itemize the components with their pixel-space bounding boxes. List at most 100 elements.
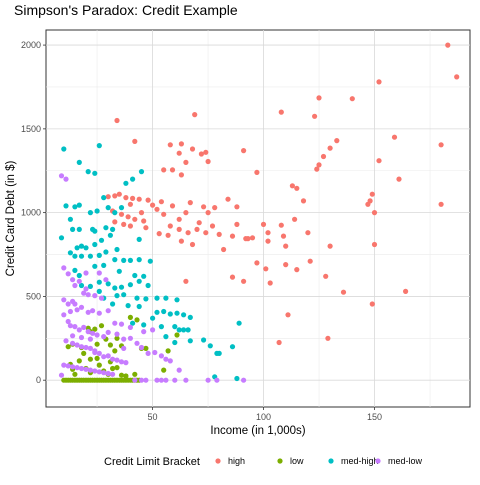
data-point-med-low [98, 295, 105, 301]
data-point-med-high [72, 267, 78, 273]
data-point-high [183, 278, 189, 284]
plot-panel [45, 29, 471, 408]
data-point-med-high [143, 296, 149, 302]
y-tick-label: 0 [36, 375, 41, 385]
data-point-med-high [236, 320, 242, 326]
data-point-high [391, 134, 398, 140]
data-point-low [161, 367, 167, 373]
data-point-med-low [72, 324, 78, 330]
data-point-med-high [112, 285, 118, 291]
data-point-low [114, 335, 120, 341]
data-point-med-low [150, 327, 156, 333]
data-point-med-high [78, 253, 85, 259]
data-point-med-low [61, 265, 67, 271]
data-point-med-low [76, 327, 82, 333]
data-point-med-low [96, 310, 102, 316]
data-point-med-low [67, 308, 73, 315]
data-point-med-low [65, 363, 71, 369]
data-point-med-high [107, 232, 113, 238]
data-point-high [118, 211, 125, 217]
legend-key-med-low [375, 458, 381, 464]
data-point-med-high [101, 195, 107, 201]
data-point-med-high [118, 284, 125, 290]
data-point-low [118, 372, 125, 378]
data-point-high [323, 273, 329, 279]
legend-label-med-high: med-high [341, 456, 379, 466]
data-point-med-low [205, 377, 211, 383]
data-point-low [65, 344, 71, 350]
data-point-high [289, 183, 295, 189]
data-point-high [196, 220, 202, 226]
data-point-high [178, 141, 184, 147]
data-point-med-low [85, 329, 91, 335]
data-point-high [127, 201, 133, 207]
data-point-high [167, 142, 173, 148]
y-tick-label: 500 [26, 291, 41, 301]
data-point-high [205, 158, 211, 165]
data-point-med-high [167, 311, 173, 317]
data-point-high [141, 218, 147, 224]
data-point-low [96, 362, 102, 368]
data-point-med-high [112, 210, 118, 216]
data-point-med-low [112, 320, 118, 326]
data-point-med-low [158, 377, 164, 383]
data-point-med-high [158, 324, 164, 330]
data-point-med-high [116, 268, 122, 274]
data-point-med-high [141, 322, 147, 328]
data-point-med-low [81, 290, 87, 296]
data-point-high [445, 42, 451, 48]
data-point-med-high [76, 159, 82, 165]
data-point-med-high [187, 314, 193, 320]
data-point-low [72, 371, 78, 377]
legend-label-high: high [228, 456, 245, 466]
data-point-med-high [87, 283, 93, 289]
data-point-med-high [136, 236, 142, 242]
data-point-med-low [110, 356, 116, 362]
data-point-med-low [61, 312, 67, 318]
data-point-high [234, 221, 240, 227]
data-point-med-high [92, 241, 98, 248]
data-point-med-high [74, 245, 80, 251]
data-point-high [283, 243, 289, 249]
data-point-med-low [61, 297, 67, 303]
data-point-med-low [76, 278, 82, 284]
data-point-med-low [63, 338, 69, 344]
data-point-high [327, 243, 333, 249]
data-point-med-low [65, 301, 71, 307]
data-point-med-low [121, 336, 127, 342]
data-point-med-low [101, 354, 107, 360]
data-point-med-low [183, 377, 189, 383]
data-point-med-high [76, 272, 82, 279]
data-point-med-low [132, 377, 138, 383]
x-tick-label: 150 [367, 412, 382, 422]
data-point-high [283, 262, 289, 268]
data-point-med-high [161, 308, 167, 315]
data-point-med-low [127, 324, 133, 330]
data-point-med-high [154, 295, 160, 301]
data-point-high [183, 210, 189, 216]
data-point-med-low [58, 372, 65, 378]
data-point-high [316, 162, 322, 168]
data-point-high [154, 206, 160, 212]
data-point-med-high [229, 344, 236, 350]
y-tick-label: 2000 [21, 40, 41, 50]
data-point-med-high [134, 295, 140, 301]
data-point-med-high [96, 279, 102, 285]
data-point-med-high [181, 327, 187, 333]
data-point-med-high [136, 303, 142, 310]
data-point-high [316, 95, 322, 101]
data-point-high [150, 202, 156, 208]
data-point-high [243, 236, 249, 242]
data-point-high [201, 204, 207, 210]
data-point-med-low [58, 173, 65, 179]
data-point-low [123, 373, 129, 379]
data-point-high [203, 149, 209, 155]
data-point-high [241, 278, 247, 284]
data-point-high [136, 196, 142, 202]
data-point-med-high [136, 278, 142, 284]
data-point-med-low [90, 330, 96, 336]
data-point-high [143, 225, 149, 231]
data-point-med-low [114, 331, 120, 337]
data-point-med-low [138, 377, 145, 383]
